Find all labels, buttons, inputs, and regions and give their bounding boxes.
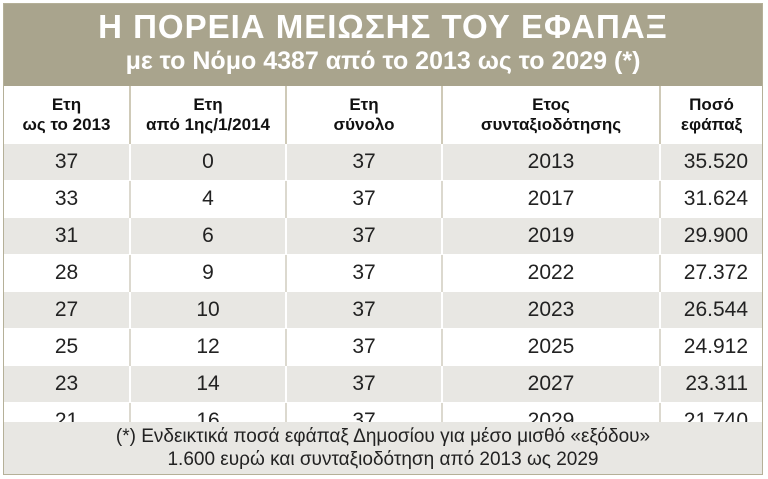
table-header-row: Ετη ως το 2013 Ετη από 1ης/1/2014 Ετη σύνολ… <box>4 86 762 144</box>
page-subtitle: με το Νόμο 4387 από το 2013 ως το 2029 (… <box>125 47 641 75</box>
cell-years-from-2014: 6 <box>130 217 287 255</box>
cell-lump-sum-amount: 35.520 <box>660 144 762 181</box>
column-header-years-total: Ετη σύνολο <box>286 86 443 144</box>
table-row: 23 14 37 2027 23.311 <box>4 365 762 403</box>
footnote-line-1: (*) Ενδεικτικά ποσά εφάπαξ Δημοσίου για … <box>115 426 651 447</box>
table-row: 27 10 37 2023 26.544 <box>4 291 762 329</box>
cell-retirement-year: 2023 <box>442 291 661 329</box>
table-row: 28 9 37 2022 27.372 <box>4 254 762 292</box>
cell-years-from-2014: 10 <box>130 291 287 329</box>
cell-lump-sum-amount: 27.372 <box>660 254 762 292</box>
cell-lump-sum-amount: 24.912 <box>660 328 762 366</box>
cell-years-to-2013: 31 <box>4 217 131 255</box>
cell-years-to-2013: 27 <box>4 291 131 329</box>
footnote-line-2: 1.600 ευρώ και συνταξιοδότηση από 2013 ω… <box>167 449 599 470</box>
column-header-years-from-2014: Ετη από 1ης/1/2014 <box>130 86 287 144</box>
cell-retirement-year: 2017 <box>442 180 661 218</box>
cell-years-total: 37 <box>286 365 443 403</box>
cell-years-total: 37 <box>286 328 443 366</box>
cell-years-total: 37 <box>286 217 443 255</box>
cell-lump-sum-amount: 23.311 <box>660 365 762 403</box>
cell-retirement-year: 2022 <box>442 254 661 292</box>
cell-years-to-2013: 25 <box>4 328 131 366</box>
table-row: 25 12 37 2025 24.912 <box>4 328 762 366</box>
footnote: (*) Ενδεικτικά ποσά εφάπαξ Δημοσίου για … <box>4 422 762 474</box>
cell-years-from-2014: 4 <box>130 180 287 218</box>
table-row: 37 0 37 2013 35.520 <box>4 144 762 181</box>
cell-lump-sum-amount: 29.900 <box>660 217 762 255</box>
cell-years-to-2013: 37 <box>4 144 131 181</box>
cell-years-from-2014: 14 <box>130 365 287 403</box>
table-body: 37 0 37 2013 35.520 33 4 37 2017 31.624 31 6 37 2019 2… <box>4 144 762 440</box>
cell-retirement-year: 2027 <box>442 365 661 403</box>
column-header-lump-sum-amount: Ποσό εφάπαξ <box>660 86 762 144</box>
cell-lump-sum-amount: 26.544 <box>660 291 762 329</box>
table-row: 31 6 37 2019 29.900 <box>4 217 762 255</box>
cell-years-from-2014: 9 <box>130 254 287 292</box>
cell-years-total: 37 <box>286 180 443 218</box>
cell-years-from-2014: 12 <box>130 328 287 366</box>
cell-years-to-2013: 23 <box>4 365 131 403</box>
table-row: 33 4 37 2017 31.624 <box>4 180 762 218</box>
cell-years-total: 37 <box>286 291 443 329</box>
column-header-retirement-year: Ετος συνταξιοδότησης <box>442 86 661 144</box>
page-title: Η ΠΟΡΕΙΑ ΜΕΙΩΣΗΣ ΤΟΥ ΕΦΑΠΑΞ <box>98 8 668 45</box>
cell-years-total: 37 <box>286 144 443 181</box>
column-header-years-to-2013: Ετη ως το 2013 <box>4 86 131 144</box>
infographic-frame: Η ΠΟΡΕΙΑ ΜΕΙΩΣΗΣ ΤΟΥ ΕΦΑΠΑΞ με το Νόμο 4… <box>3 3 763 475</box>
lump-sum-table: Ετη ως το 2013 Ετη από 1ης/1/2014 Ετη σύνολ… <box>4 86 762 440</box>
cell-years-to-2013: 28 <box>4 254 131 292</box>
cell-years-from-2014: 0 <box>130 144 287 181</box>
cell-years-total: 37 <box>286 254 443 292</box>
cell-years-to-2013: 33 <box>4 180 131 218</box>
cell-retirement-year: 2019 <box>442 217 661 255</box>
cell-retirement-year: 2025 <box>442 328 661 366</box>
title-banner: Η ΠΟΡΕΙΑ ΜΕΙΩΣΗΣ ΤΟΥ ΕΦΑΠΑΞ με το Νόμο 4… <box>4 4 762 86</box>
cell-retirement-year: 2013 <box>442 144 661 181</box>
cell-lump-sum-amount: 31.624 <box>660 180 762 218</box>
